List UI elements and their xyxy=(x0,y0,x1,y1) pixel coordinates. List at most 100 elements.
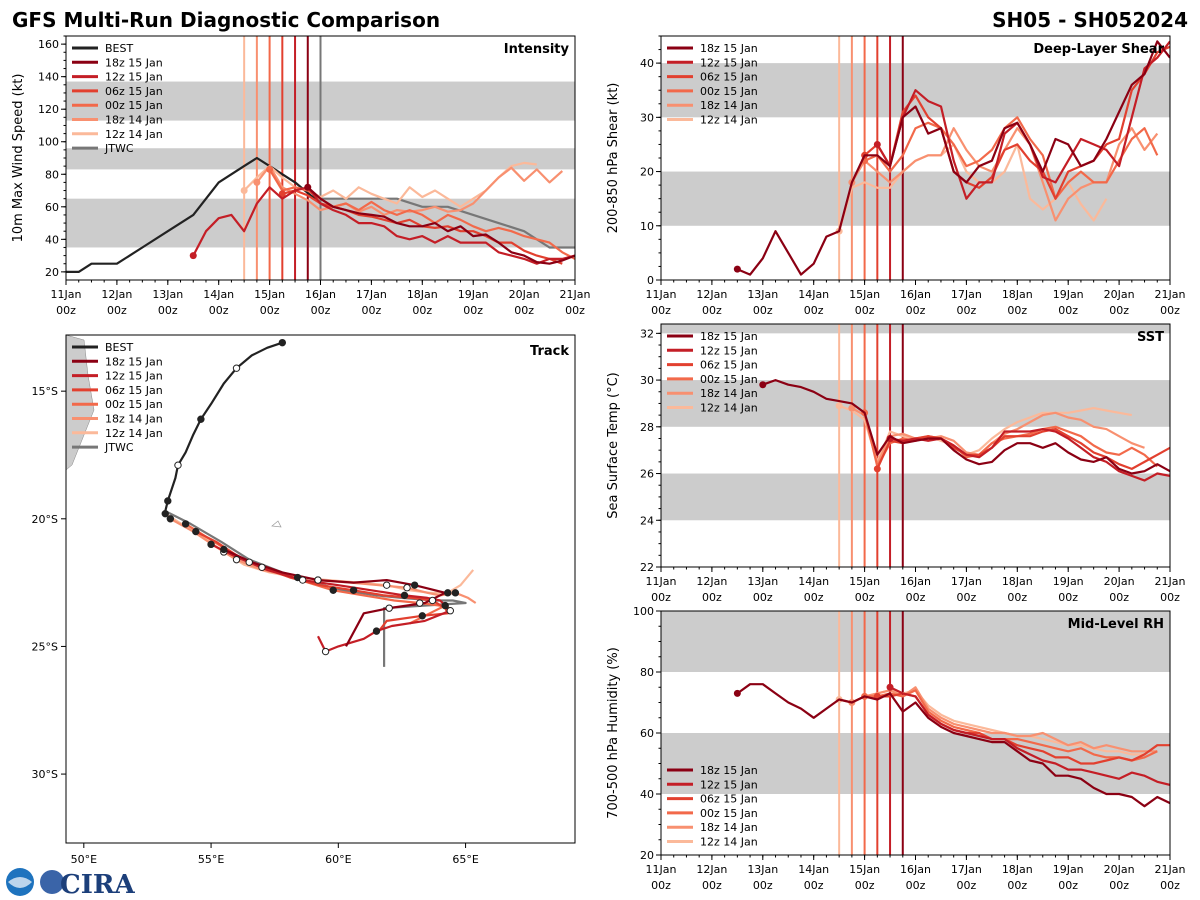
x-tick-date: 16Jan xyxy=(900,863,931,876)
legend-label-18z-14-jan: 18z 14 Jan xyxy=(700,821,758,834)
x-tick-hour: 00z xyxy=(56,304,76,317)
x-tick-hour: 00z xyxy=(1007,879,1027,892)
track-marker-12z-14-jan xyxy=(382,581,391,589)
y-tick-label: 60 xyxy=(640,727,654,740)
storm-id: SH05 - SH052024 xyxy=(992,8,1188,32)
legend-label-jtwc: JTWC xyxy=(104,142,134,155)
x-tick-date: 17Jan xyxy=(951,288,982,301)
x-tick-hour: 00z xyxy=(957,879,977,892)
shear-panel: 0 10 20 30 40 11Jan 00z 12Jan 00z 13Jan 00z 14Jan 00… xyxy=(606,35,1185,317)
legend-label-best: BEST xyxy=(105,42,133,55)
x-tick-date: 17Jan xyxy=(951,575,982,588)
legend-label-18z-15-jan: 18z 15 Jan xyxy=(105,355,163,368)
x-tick-date: 17Jan xyxy=(951,863,982,876)
track-marker-06z-15-jan xyxy=(349,586,358,594)
x-tick-hour: 00z xyxy=(651,879,671,892)
x-tick-date: 18Jan xyxy=(407,288,438,301)
panel-title: Track xyxy=(530,344,569,359)
series-line-18z-15-jan xyxy=(307,186,575,265)
x-tick-date: 13Jan xyxy=(747,575,778,588)
legend-label-18z-15-jan: 18z 15 Jan xyxy=(700,330,758,343)
track-marker-06z-15-jan xyxy=(418,612,426,620)
track-line-00z-15-jan xyxy=(185,522,454,625)
y-tick-label: 30 xyxy=(640,111,654,124)
y-axis-label: 200-850 hPa Shear (kt) xyxy=(606,83,621,234)
x-tick-date: 11Jan xyxy=(51,288,82,301)
legend-label-12z-14-jan: 12z 14 Jan xyxy=(700,402,758,415)
x-tick-hour: 00z xyxy=(1058,304,1078,317)
series-line-06z-15-jan xyxy=(876,428,1170,470)
lon-tick-label: 60°E xyxy=(325,853,351,866)
y-tick-label: 80 xyxy=(640,666,654,679)
series-line-18z-15-jan xyxy=(762,379,1170,475)
x-tick-date: 14Jan xyxy=(798,575,829,588)
panel-title: Mid-Level RH xyxy=(1068,617,1164,632)
y-tick-label: 120 xyxy=(38,103,59,116)
x-tick-hour: 00z xyxy=(565,304,585,317)
track-marker-12z-15-jan xyxy=(207,540,215,549)
plot-frame xyxy=(65,334,576,844)
track-marker-best xyxy=(164,497,172,505)
x-tick-date: 16Jan xyxy=(900,575,931,588)
track-marker-12z-14-jan xyxy=(161,509,169,518)
legend-label-18z-14-jan: 18z 14 Jan xyxy=(700,387,758,400)
series-start-12z-15-jan xyxy=(189,252,197,260)
band-1 xyxy=(661,611,1170,672)
y-tick-label: 140 xyxy=(38,71,59,84)
track-marker-best xyxy=(174,461,182,469)
track-marker-12z-15-jan xyxy=(446,606,454,615)
x-tick-date: 13Jan xyxy=(747,288,778,301)
y-tick-label: 10 xyxy=(640,220,654,233)
x-tick-date: 13Jan xyxy=(152,288,183,301)
track-group xyxy=(66,335,477,667)
y-tick-label: 26 xyxy=(640,468,654,481)
intensity-panel: 20 40 60 80 100 120 140 160 11Jan 00z 12Jan 00z 13Ja… xyxy=(11,35,590,317)
track-marker-06z-15-jan xyxy=(192,527,200,536)
y-tick-label: 0 xyxy=(647,274,654,287)
x-tick-date: 12Jan xyxy=(696,575,727,588)
x-tick-date: 21Jan xyxy=(1155,863,1186,876)
rh-panel: 20 40 60 80 100 11Jan 00z 12Jan 00z 13Jan 00z 14Jan… xyxy=(606,605,1185,892)
x-tick-hour: 00z xyxy=(1160,879,1180,892)
legend-label-06z-15-jan: 06z 15 Jan xyxy=(700,793,758,806)
y-tick-label: 40 xyxy=(640,788,654,801)
track-marker-best xyxy=(278,338,287,347)
legend-label-06z-15-jan: 06z 15 Jan xyxy=(105,85,163,98)
y-axis-label: 700-500 hPa Humidity (%) xyxy=(606,647,621,819)
lat-tick-label: 15°S xyxy=(32,385,58,398)
x-tick-hour: 00z xyxy=(1160,304,1180,317)
track-marker-12z-15-jan xyxy=(400,591,409,600)
x-tick-hour: 00z xyxy=(753,879,773,892)
x-tick-date: 18Jan xyxy=(1002,863,1033,876)
x-tick-hour: 00z xyxy=(107,304,127,317)
x-tick-hour: 00z xyxy=(753,304,773,317)
x-tick-hour: 00z xyxy=(906,591,926,604)
x-tick-date: 19Jan xyxy=(1053,288,1084,301)
series-start-12z-15-jan xyxy=(886,683,894,691)
x-tick-hour: 00z xyxy=(1007,304,1027,317)
track-marker-00z-15-jan xyxy=(181,520,190,528)
x-tick-hour: 00z xyxy=(1109,304,1129,317)
x-tick-date: 19Jan xyxy=(458,288,489,301)
x-tick-date: 15Jan xyxy=(849,288,880,301)
madagascar-land xyxy=(66,335,95,471)
y-tick-label: 22 xyxy=(640,561,654,574)
cira-logo: CIRA xyxy=(6,868,135,900)
track-marker-00z-15-jan xyxy=(416,599,424,607)
series-start-06z-15-jan xyxy=(873,465,881,473)
y-tick-label: 100 xyxy=(38,136,59,149)
figure-title: GFS Multi-Run Diagnostic Comparison xyxy=(12,8,440,32)
x-tick-hour: 00z xyxy=(855,879,875,892)
legend-label-06z-15-jan: 06z 15 Jan xyxy=(105,384,163,397)
y-axis-label: 10m Max Wind Speed (kt) xyxy=(11,74,26,243)
series-line-18z-15-jan xyxy=(736,40,1170,276)
x-tick-hour: 00z xyxy=(804,879,824,892)
series-group xyxy=(759,379,1170,482)
track-marker-00z-15-jan xyxy=(329,586,337,594)
sst-panel: 22 24 26 28 30 32 11Jan 00z 12Jan 00z 13Jan 00z 14Ja… xyxy=(606,323,1185,604)
track-marker-06z-15-jan xyxy=(428,596,437,605)
legend-label-18z-14-jan: 18z 14 Jan xyxy=(700,99,758,112)
x-tick-hour: 00z xyxy=(362,304,382,317)
series-line-00z-15-jan xyxy=(864,116,1159,200)
track-marker-12z-14-jan xyxy=(444,589,452,597)
